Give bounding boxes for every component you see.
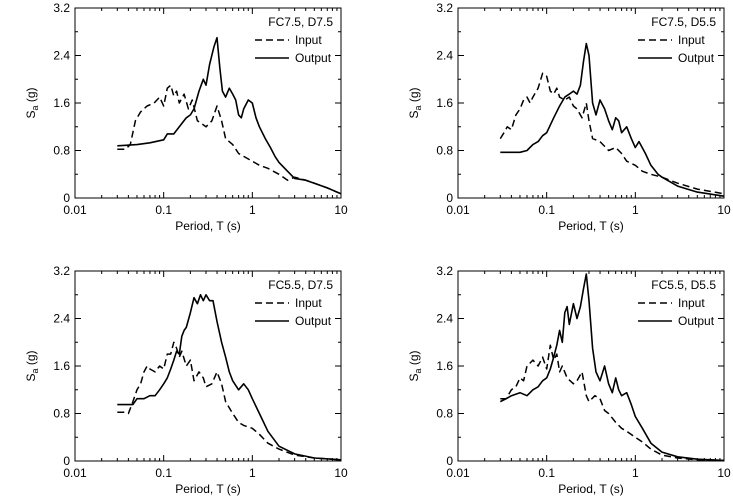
legend: FC7.5, D5.5 Input Output: [638, 15, 716, 65]
y-axis: 0 0.8 1.6 2.4 3.2: [53, 264, 341, 468]
x-tick-label: 1: [632, 203, 639, 217]
x-tick-label: 0.01: [63, 203, 87, 217]
legend-title: FC5.5, D7.5: [268, 278, 333, 292]
y-tick-label: 0: [446, 454, 453, 468]
y-tick-label: 3.2: [53, 1, 70, 15]
y-axis: 0 0.8 1.6 2.4 3.2: [436, 1, 724, 205]
y-tick-label: 0: [63, 191, 70, 205]
legend-label-input: Input: [295, 33, 322, 47]
y-tick-label: 1.6: [53, 359, 70, 373]
series-line-input: [117, 341, 342, 461]
x-tick-label: 0.1: [155, 203, 172, 217]
series-line-input: [117, 84, 342, 195]
y-axis: 0 0.8 1.6 2.4 3.2: [436, 264, 724, 468]
y-tick-label: 3.2: [53, 264, 70, 278]
x-tick-label: 0.1: [538, 466, 555, 480]
y-tick-label: 2.4: [53, 312, 70, 326]
series-line-output: [500, 42, 725, 197]
series-line-input: [499, 72, 725, 195]
legend: FC5.5, D5.5 Input Output: [638, 278, 716, 328]
y-tick-label: 2.4: [436, 312, 453, 326]
series-line-input: [500, 344, 725, 462]
y-axis-label: Sa (g): [407, 87, 423, 118]
y-tick-label: 0.8: [53, 144, 70, 158]
x-tick-label: 1: [249, 466, 256, 480]
y-axis-label: Sa (g): [24, 87, 40, 118]
x-axis: 0.01 0.1 1 10: [63, 8, 348, 217]
chart-panel-1: 0.01 0.1 1 10 0 0.8 1.6 2.4 3.2 Period, T (s) Sa (…: [24, 1, 348, 233]
series-line-output: [499, 273, 725, 462]
x-axis: 0.01 0.1 1 10: [63, 271, 348, 480]
x-axis-label: Period, T (s): [558, 219, 624, 233]
x-tick-label: 0.1: [538, 203, 555, 217]
legend-title: FC5.5, D5.5: [651, 278, 716, 292]
legend-label-output: Output: [678, 51, 715, 65]
y-tick-label: 0: [63, 454, 70, 468]
series-line-output: [117, 36, 342, 195]
y-tick-label: 0.8: [436, 407, 453, 421]
x-tick-label: 0.01: [63, 466, 87, 480]
x-tick-label: 10: [717, 203, 731, 217]
y-axis-label: Sa (g): [407, 350, 423, 381]
x-tick-label: 0.1: [155, 466, 172, 480]
chart-panel-3: 0.01 0.1 1 10 0 0.8 1.6 2.4 3.2 Period, T (s) Sa (…: [24, 264, 348, 496]
chart-panel-4: 0.01 0.1 1 10 0 0.8 1.6 2.4 3.2 Period, T (s) Sa (…: [407, 264, 731, 496]
y-axis-label: Sa (g): [24, 350, 40, 381]
series-line-output: [117, 294, 342, 461]
legend-label-input: Input: [678, 296, 705, 310]
legend-label-input: Input: [678, 33, 705, 47]
legend: FC5.5, D7.5 Input Output: [255, 278, 333, 328]
y-tick-label: 1.6: [53, 96, 70, 110]
x-tick-label: 0.01: [446, 203, 470, 217]
x-tick-label: 10: [334, 203, 348, 217]
y-tick-label: 0.8: [53, 407, 70, 421]
legend-title: FC7.5, D5.5: [651, 15, 716, 29]
chart-panel-2: 0.01 0.1 1 10 0 0.8 1.6 2.4 3.2 Period, T (s) Sa (…: [407, 1, 731, 233]
y-tick-label: 2.4: [436, 49, 453, 63]
y-tick-label: 3.2: [436, 1, 453, 15]
x-axis-label: Period, T (s): [558, 482, 624, 496]
x-tick-label: 0.01: [446, 466, 470, 480]
x-tick-label: 10: [334, 466, 348, 480]
y-tick-label: 1.6: [436, 359, 453, 373]
legend-title: FC7.5, D7.5: [268, 15, 333, 29]
y-tick-label: 1.6: [436, 96, 453, 110]
x-axis-label: Period, T (s): [175, 482, 241, 496]
y-tick-label: 0: [446, 191, 453, 205]
x-axis: 0.01 0.1 1 10: [446, 8, 731, 217]
y-tick-label: 2.4: [53, 49, 70, 63]
legend: FC7.5, D7.5 Input Output: [255, 15, 333, 65]
legend-label-output: Output: [678, 314, 715, 328]
legend-label-input: Input: [295, 296, 322, 310]
x-tick-label: 1: [632, 466, 639, 480]
x-axis: 0.01 0.1 1 10: [446, 271, 731, 480]
x-axis-label: Period, T (s): [175, 219, 241, 233]
y-tick-label: 0.8: [436, 144, 453, 158]
x-tick-label: 10: [717, 466, 731, 480]
y-axis: 0 0.8 1.6 2.4 3.2: [53, 1, 341, 205]
legend-label-output: Output: [295, 314, 332, 328]
y-tick-label: 3.2: [436, 264, 453, 278]
legend-label-output: Output: [295, 51, 332, 65]
x-tick-label: 1: [249, 203, 256, 217]
